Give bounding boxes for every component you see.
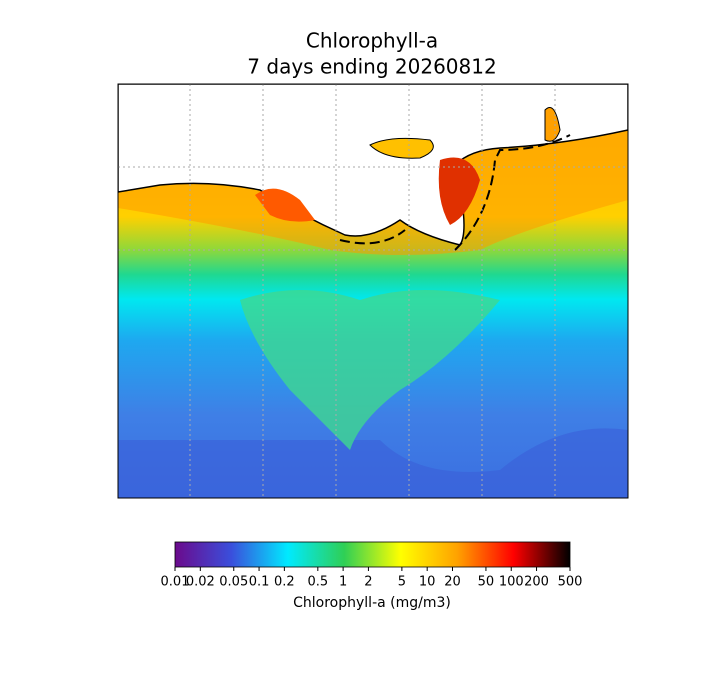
title-line: 7 days ending 20260812 bbox=[247, 55, 496, 79]
lake bbox=[369, 137, 434, 159]
colorbar-tick-label: 200 bbox=[524, 575, 549, 590]
colorbar-tick-label: 0.2 bbox=[274, 575, 295, 590]
land bbox=[118, 84, 628, 246]
colorbar-tick-label: 0.5 bbox=[307, 575, 328, 590]
deep-water bbox=[118, 428, 628, 498]
title-line: Chlorophyll-a bbox=[306, 29, 438, 53]
map bbox=[118, 84, 628, 498]
plume bbox=[240, 290, 500, 450]
colorbar-tick-label: 2 bbox=[364, 575, 372, 590]
colorbar-tick-label: 0.01 bbox=[161, 575, 190, 590]
lake bbox=[544, 107, 561, 142]
colorbar-tick-label: 1 bbox=[339, 575, 347, 590]
colorbar-tick-label: 100 bbox=[499, 575, 524, 590]
colorbar-tick-label: 0.1 bbox=[249, 575, 270, 590]
marsh bbox=[255, 188, 315, 222]
colorbar-tick-label: 5 bbox=[398, 575, 406, 590]
marsh bbox=[438, 157, 480, 225]
colorbar bbox=[174, 541, 571, 568]
colorbar-tick-label: 0.02 bbox=[186, 575, 215, 590]
colorbar-tick-label: 500 bbox=[558, 575, 583, 590]
graticule bbox=[118, 84, 628, 498]
boundary bbox=[339, 134, 571, 251]
colorbar-tick-label: 10 bbox=[419, 575, 436, 590]
colorbar-tick-label: 50 bbox=[478, 575, 495, 590]
colorbar-ticks: 0.010.02 0.05 0.1 0.2 0.5 1 2 5 10 20 50 100 200 500 bbox=[161, 567, 583, 590]
colorbar-tick-label: 0.05 bbox=[219, 575, 248, 590]
colorbar-label: Chlorophyll-a (mg/m3) bbox=[293, 595, 451, 611]
map-frame bbox=[117, 83, 629, 499]
colorbar-tick-label: 20 bbox=[444, 575, 461, 590]
